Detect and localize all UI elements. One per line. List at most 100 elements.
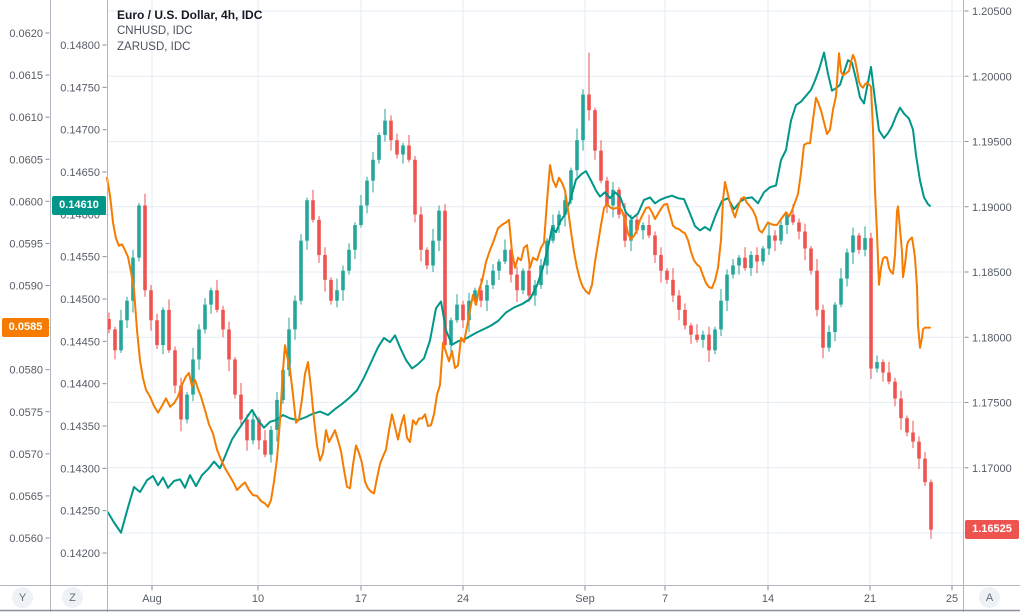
candle-body [191, 359, 195, 395]
price-tick-label: 0.14400 [60, 379, 100, 391]
time-tick-label: Aug [142, 593, 162, 605]
candle-body [629, 219, 633, 241]
candle-body [449, 320, 453, 346]
candle-body [839, 278, 843, 305]
candle-body [689, 325, 693, 335]
candle-body [881, 362, 885, 373]
legend-overlay-cnhusd[interactable]: CNHUSD, IDC [117, 25, 193, 37]
candle-body [239, 394, 243, 420]
candle-body [911, 432, 915, 442]
candle-body [617, 189, 621, 215]
candle-body [221, 309, 225, 330]
candle-body [587, 94, 591, 111]
legend-overlay-zarusd[interactable]: ZARUSD, IDC [117, 41, 191, 53]
candle-body [503, 249, 507, 262]
price-scale-y-drag-area[interactable] [0, 0, 50, 585]
candle-body [431, 240, 435, 266]
time-tick-label: 24 [457, 593, 469, 605]
candle-body [215, 290, 219, 310]
candle-body [407, 145, 411, 160]
candle-body [173, 350, 177, 386]
candle-body [419, 214, 423, 250]
candle-body [401, 145, 405, 155]
candle-body [917, 441, 921, 459]
candle-body [413, 159, 417, 215]
candle-body [233, 359, 237, 395]
price-tick-label: 0.0615 [9, 70, 43, 82]
price-tick-label: 0.0565 [9, 491, 43, 503]
price-scale-z-drag-area[interactable] [51, 0, 107, 585]
z-axis-settings-button[interactable]: Z [62, 587, 83, 608]
candle-body [149, 290, 153, 321]
candle-body [287, 329, 291, 370]
candle-body [125, 300, 129, 321]
candle-body [899, 398, 903, 419]
price-tick-label: 0.14700 [60, 125, 100, 137]
candle-body [719, 300, 723, 330]
candle-body [509, 249, 513, 275]
candle-body [791, 214, 795, 223]
legend-main-symbol[interactable]: Euro / U.S. Dollar, 4h, IDC [117, 8, 263, 22]
candle-body [107, 318, 111, 330]
candle-body [809, 248, 813, 271]
candle-body [755, 255, 759, 262]
candle-body [635, 219, 639, 231]
candle-body [563, 200, 567, 215]
candle-body [203, 304, 207, 330]
candle-body [641, 225, 645, 231]
candle-body [347, 249, 351, 271]
candle-body [383, 120, 387, 135]
price-tick-label: 0.14250 [60, 506, 100, 518]
time-tick-label: 10 [252, 593, 264, 605]
price-tick-label: 1.20000 [972, 71, 1012, 83]
candle-body [389, 120, 393, 141]
candle-body [731, 265, 735, 275]
candle-body [371, 159, 375, 181]
candle-body [161, 309, 165, 346]
price-tick-label: 0.14550 [60, 252, 100, 264]
candle-body [623, 214, 627, 241]
candle-body [761, 248, 765, 262]
price-tick-label: 1.18000 [972, 332, 1012, 344]
candle-body [317, 219, 321, 256]
time-tick-label: 17 [355, 593, 367, 605]
candle-body [209, 290, 213, 305]
candle-body [497, 261, 501, 271]
price-tick-label: 1.18500 [972, 267, 1012, 279]
time-scale-drag-area[interactable] [108, 586, 962, 612]
price-tick-label: 1.17500 [972, 398, 1012, 410]
candle-body [575, 140, 579, 171]
price-tick-label: 0.0575 [9, 407, 43, 419]
candle-body [227, 329, 231, 360]
candle-body [713, 329, 717, 351]
candle-body [659, 255, 663, 271]
zarusd-line [106, 52, 931, 508]
y-axis-settings-button[interactable]: Y [12, 587, 33, 608]
price-tick-label: 0.0605 [9, 154, 43, 166]
candle-body [929, 482, 933, 530]
zar-last-price-label: 0.0585 [2, 318, 49, 337]
candle-body [365, 180, 369, 206]
price-tick-label: 0.14200 [60, 548, 100, 560]
candle-body [311, 200, 315, 220]
candle-body [647, 225, 651, 236]
price-scale-a-drag-area[interactable] [964, 0, 1020, 585]
candle-body [569, 170, 573, 201]
candle-body [197, 329, 201, 360]
candle-body [119, 320, 123, 351]
candle-body [551, 225, 555, 241]
candle-body [893, 381, 897, 399]
price-tick-label: 0.0600 [9, 196, 43, 208]
time-tick-label: 14 [762, 593, 774, 605]
time-tick-label: 25 [946, 593, 958, 605]
candle-body [263, 440, 267, 455]
time-tick-label: 7 [662, 593, 668, 605]
candle-body [665, 270, 669, 280]
candle-body [779, 225, 783, 241]
price-tick-label: 0.0560 [9, 533, 43, 545]
candle-body [803, 231, 807, 249]
a-axis-settings-button[interactable]: A [979, 587, 1000, 608]
candle-body [275, 399, 279, 430]
